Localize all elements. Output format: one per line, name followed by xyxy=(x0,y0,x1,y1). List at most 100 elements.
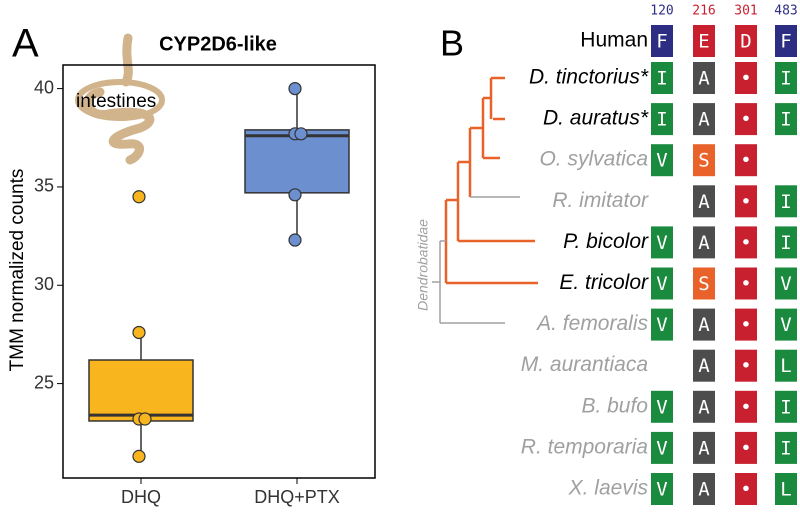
residue: I xyxy=(780,109,791,131)
residue: V xyxy=(780,314,791,336)
taxon-label: P. bicolor xyxy=(563,230,649,253)
residue: I xyxy=(780,68,791,90)
residue: A xyxy=(698,355,710,377)
residue: F xyxy=(780,31,791,53)
residue-cell xyxy=(735,390,757,423)
residue-cell xyxy=(693,25,715,57)
residue-cell xyxy=(651,267,673,300)
y-axis-label: TMM normalized counts xyxy=(7,169,28,372)
data-point xyxy=(138,412,152,426)
taxon-label: D. tinctorius* xyxy=(529,66,649,89)
residue: • xyxy=(740,314,751,336)
residue-cell xyxy=(651,473,673,505)
taxon-label: B. bufo xyxy=(581,394,648,417)
panel-label: B xyxy=(440,23,464,64)
data-point xyxy=(294,127,308,141)
residue-cell xyxy=(693,473,715,505)
residue-cell xyxy=(735,144,757,177)
residue: A xyxy=(698,479,710,501)
residue-cell xyxy=(775,267,797,300)
annotation: intestines xyxy=(76,91,156,112)
residue: • xyxy=(740,232,751,254)
residue-cell xyxy=(775,431,797,464)
box xyxy=(244,129,350,194)
residue: V xyxy=(656,273,667,295)
residue: I xyxy=(656,109,667,131)
residue: A xyxy=(698,437,710,459)
data-point xyxy=(288,81,302,96)
residue-cell xyxy=(651,103,673,136)
x-tick-label: DHQ+PTX xyxy=(254,487,340,507)
clade-label: Dendrobatidae xyxy=(415,219,431,311)
position-label: 216 xyxy=(692,4,715,19)
taxon-label: X. laevis xyxy=(568,477,649,500)
position-label: 120 xyxy=(650,4,673,19)
residue: V xyxy=(780,273,791,295)
residue-cell xyxy=(651,25,673,57)
panel-label: A xyxy=(12,22,39,66)
residue: L xyxy=(780,479,791,501)
residue-cell xyxy=(735,473,757,505)
residue-cell xyxy=(775,390,797,423)
data-point xyxy=(132,325,146,340)
residue-cell xyxy=(651,308,673,341)
data-point xyxy=(288,233,302,247)
residue: • xyxy=(740,437,751,459)
residue: • xyxy=(740,68,751,90)
residue: • xyxy=(740,191,751,213)
residue: I xyxy=(780,396,791,418)
residue-cell xyxy=(775,473,797,505)
residue: • xyxy=(740,479,751,501)
residue: A xyxy=(698,314,710,336)
residue: D xyxy=(740,31,751,53)
residue-cell xyxy=(651,431,673,464)
residue-cell xyxy=(651,226,673,259)
residue-cell xyxy=(693,308,715,341)
x-tick-label: DHQ xyxy=(121,487,161,507)
residue-cell xyxy=(735,226,757,259)
plot-frame xyxy=(62,64,376,479)
y-tick-label: 35 xyxy=(34,176,54,196)
residue-cell xyxy=(775,349,797,382)
y-tick-label: 30 xyxy=(34,274,54,294)
residue-cell xyxy=(775,25,797,57)
residue-cell xyxy=(693,390,715,423)
residue: A xyxy=(698,109,710,131)
y-tick-label: 40 xyxy=(34,77,54,97)
taxon-label: R. temporaria xyxy=(521,435,648,458)
chart-title: CYP2D6-like xyxy=(159,33,277,55)
y-tick-label: 25 xyxy=(34,372,54,392)
residue: I xyxy=(656,68,667,90)
residue-cell xyxy=(735,62,757,94)
data-point xyxy=(132,190,146,204)
residue-cell xyxy=(735,103,757,136)
residue: I xyxy=(780,191,791,213)
residue: V xyxy=(656,396,667,418)
residue: A xyxy=(698,68,710,90)
position-label: 301 xyxy=(734,4,757,19)
residue: • xyxy=(740,396,751,418)
residue-cell xyxy=(735,185,757,218)
residue: A xyxy=(698,396,710,418)
residue-cell xyxy=(651,62,673,94)
residue: S xyxy=(698,273,709,295)
residue: V xyxy=(656,314,667,336)
residue-cell xyxy=(693,103,715,136)
residue-cell xyxy=(693,62,715,94)
residue: A xyxy=(698,191,710,213)
data-point xyxy=(132,449,146,463)
residue: I xyxy=(780,437,791,459)
residue: I xyxy=(780,232,791,254)
residue-cell xyxy=(735,267,757,300)
residue-cell xyxy=(775,185,797,218)
residue-cell xyxy=(693,349,715,382)
residue: V xyxy=(656,232,667,254)
residue-cell xyxy=(693,185,715,218)
residue: L xyxy=(780,355,791,377)
box xyxy=(88,359,194,422)
residue-cell xyxy=(735,308,757,341)
position-label: 483 xyxy=(774,4,797,19)
residue-cell xyxy=(775,62,797,94)
taxon-label: M. aurantiaca xyxy=(521,353,648,376)
